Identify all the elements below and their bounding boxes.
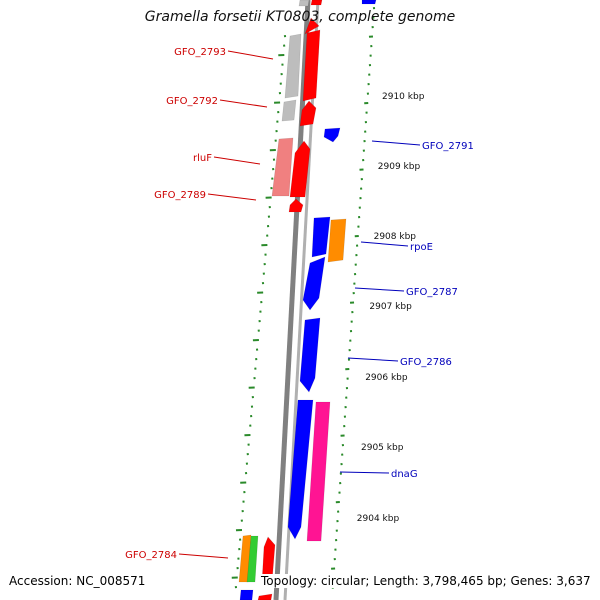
gene-feature-rpoE: [327, 218, 347, 263]
scale-label: 2904 kbp: [357, 514, 400, 524]
label-leader-line: [178, 553, 229, 559]
gene-feature: [246, 535, 259, 583]
label-leader-line: [227, 50, 274, 60]
label-leader-line: [360, 241, 409, 247]
gene-feature-gfo-2793: [284, 33, 302, 99]
scale-label: 2910 kbp: [382, 92, 425, 102]
backbone-line: [273, 0, 311, 600]
outer-tick-track: [331, 7, 376, 589]
gene-feature-gfo-2792: [281, 99, 297, 122]
gene-feature: [304, 17, 320, 35]
gene-feature: [310, 0, 323, 6]
scale-label: 2906 kbp: [365, 373, 408, 383]
right-gene-labels: GFO_2791 rpoE GFO_2787 GFO_2786 dnaG: [339, 140, 474, 480]
gene-label: dnaG: [391, 469, 418, 480]
gene-feature-rluF: [271, 137, 294, 197]
label-leader-line: [354, 287, 405, 292]
gene-feature-gfo-2786: [299, 317, 321, 393]
gene-label: GFO_2791: [422, 141, 474, 152]
gene-feature: [299, 100, 317, 127]
gene-feature-dnaG: [306, 401, 331, 542]
map-title: Gramella forsetii KT0803, complete genom…: [144, 9, 456, 25]
label-leader-line: [347, 357, 399, 362]
gene-feature-gfo-2789: [288, 198, 304, 213]
label-leader-line: [339, 471, 390, 474]
gene-feature: [361, 0, 377, 5]
gene-label: GFO_2793: [174, 47, 226, 58]
gene-feature: [289, 140, 311, 198]
scale-label: 2908 kbp: [374, 232, 417, 242]
gene-feature: [239, 589, 254, 600]
accession-text: Accession: NC_008571: [9, 574, 146, 588]
gene-feature: [257, 593, 273, 600]
scale-label: 2905 kbp: [361, 443, 404, 453]
gene-feature: [311, 216, 331, 258]
gene-feature: [298, 0, 310, 7]
scale-label: 2907 kbp: [369, 302, 412, 312]
inner-tick-track: [231, 35, 287, 589]
gene-label: rpoE: [410, 242, 433, 253]
gene-feature: [302, 29, 321, 102]
gene-feature-gfo-2787: [302, 256, 326, 311]
gene-feature: [287, 399, 314, 540]
gene-feature-gfo-2791: [323, 127, 341, 143]
label-leader-line: [207, 193, 257, 201]
topology-text: Topology: circular; Length: 3,798,465 bp…: [261, 574, 591, 588]
gene-label: GFO_2792: [166, 96, 218, 107]
label-leader-line: [213, 156, 261, 165]
gene-label: GFO_2787: [406, 287, 458, 298]
gene-label: GFO_2786: [400, 357, 452, 368]
scale-labels: 2910 kbp 2909 kbp 2908 kbp 2907 kbp 2906 kbp…: [357, 92, 425, 524]
gene-label: GFO_2784: [125, 550, 177, 561]
gene-label: GFO_2789: [154, 190, 206, 201]
label-leader-line: [371, 140, 421, 146]
gene-label: rluF: [193, 153, 212, 164]
label-leader-line: [219, 99, 268, 108]
left-gene-labels: GFO_2793 GFO_2792 rluF GFO_2789 GFO_2784: [125, 47, 274, 561]
scale-label: 2909 kbp: [378, 162, 421, 172]
